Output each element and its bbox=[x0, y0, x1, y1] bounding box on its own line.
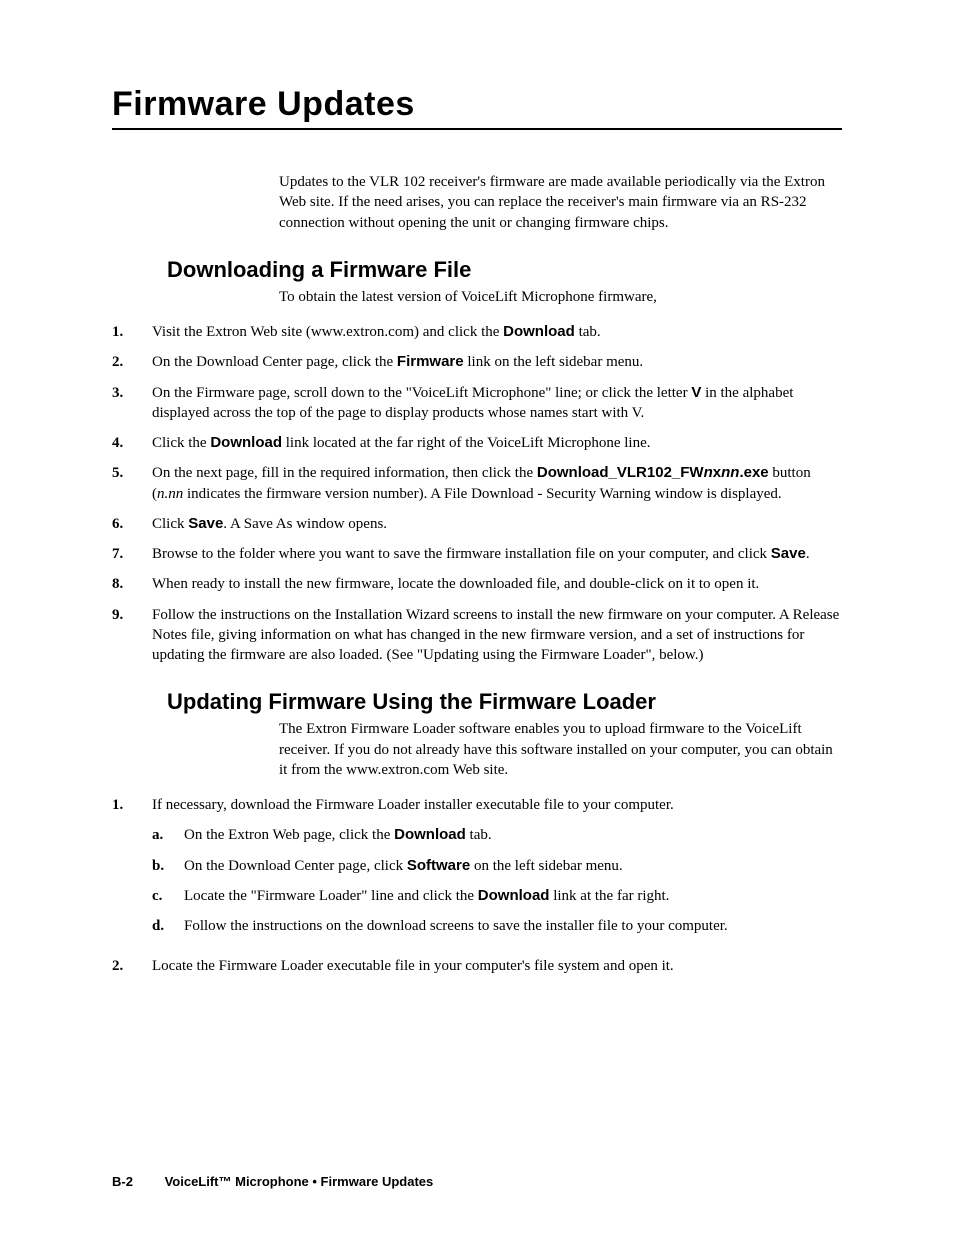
section2-lead: The Extron Firmware Loader software enab… bbox=[279, 719, 842, 780]
section1-lead: To obtain the latest version of VoiceLif… bbox=[279, 287, 842, 307]
section-heading-downloading: Downloading a Firmware File bbox=[167, 257, 842, 283]
page-footer: B-2 VoiceLift™ Microphone • Firmware Upd… bbox=[112, 1174, 433, 1189]
list-item: 4. Click the Download link located at th… bbox=[112, 433, 842, 453]
step-number: 1. bbox=[112, 795, 152, 946]
title-rule bbox=[112, 128, 842, 130]
list-item: 7. Browse to the folder where you want t… bbox=[112, 544, 842, 564]
substep-text: Follow the instructions on the download … bbox=[184, 916, 842, 936]
step-text: If necessary, download the Firmware Load… bbox=[152, 795, 842, 946]
list-item: b. On the Download Center page, click So… bbox=[152, 856, 842, 876]
list-item: 3. On the Firmware page, scroll down to … bbox=[112, 383, 842, 424]
list-item: c. Locate the "Firmware Loader" line and… bbox=[152, 886, 842, 906]
substep-letter: d. bbox=[152, 916, 184, 936]
step-number: 6. bbox=[112, 514, 152, 534]
step-text: On the next page, fill in the required i… bbox=[152, 463, 842, 504]
substep-letter: b. bbox=[152, 856, 184, 876]
step-number: 5. bbox=[112, 463, 152, 504]
page-number: B-2 bbox=[112, 1174, 133, 1189]
step-text: Click the Download link located at the f… bbox=[152, 433, 842, 453]
substep-letter: a. bbox=[152, 825, 184, 845]
section-heading-updating: Updating Firmware Using the Firmware Loa… bbox=[167, 689, 842, 715]
step-number: 8. bbox=[112, 574, 152, 594]
substep-text: On the Download Center page, click Softw… bbox=[184, 856, 842, 876]
section2-steps: 1. If necessary, download the Firmware L… bbox=[112, 795, 842, 977]
step-number: 4. bbox=[112, 433, 152, 453]
list-item: a. On the Extron Web page, click the Dow… bbox=[152, 825, 842, 845]
list-item: d. Follow the instructions on the downlo… bbox=[152, 916, 842, 936]
step-text: Follow the instructions on the Installat… bbox=[152, 605, 842, 666]
section1-steps: 1. Visit the Extron Web site (www.extron… bbox=[112, 322, 842, 665]
step-number: 7. bbox=[112, 544, 152, 564]
footer-product: VoiceLift™ Microphone • Firmware Updates bbox=[165, 1174, 434, 1189]
step-number: 2. bbox=[112, 352, 152, 372]
list-item: 1. Visit the Extron Web site (www.extron… bbox=[112, 322, 842, 342]
list-item: 2. Locate the Firmware Loader executable… bbox=[112, 956, 842, 976]
step-number: 1. bbox=[112, 322, 152, 342]
step-number: 9. bbox=[112, 605, 152, 666]
list-item: 9. Follow the instructions on the Instal… bbox=[112, 605, 842, 666]
step-text: Visit the Extron Web site (www.extron.co… bbox=[152, 322, 842, 342]
step-text: On the Download Center page, click the F… bbox=[152, 352, 842, 372]
substep-text: Locate the "Firmware Loader" line and cl… bbox=[184, 886, 842, 906]
list-item: 5. On the next page, fill in the require… bbox=[112, 463, 842, 504]
list-item: 8. When ready to install the new firmwar… bbox=[112, 574, 842, 594]
page-title: Firmware Updates bbox=[112, 85, 842, 124]
intro-paragraph: Updates to the VLR 102 receiver's firmwa… bbox=[279, 172, 842, 233]
page-content: Firmware Updates Updates to the VLR 102 … bbox=[0, 0, 954, 1047]
step-text: Browse to the folder where you want to s… bbox=[152, 544, 842, 564]
list-item: 2. On the Download Center page, click th… bbox=[112, 352, 842, 372]
substep-text: On the Extron Web page, click the Downlo… bbox=[184, 825, 842, 845]
step-text: Click Save. A Save As window opens. bbox=[152, 514, 842, 534]
section2-substeps: a. On the Extron Web page, click the Dow… bbox=[152, 825, 842, 936]
step-number: 3. bbox=[112, 383, 152, 424]
step-number: 2. bbox=[112, 956, 152, 976]
list-item: 6. Click Save. A Save As window opens. bbox=[112, 514, 842, 534]
step-text: On the Firmware page, scroll down to the… bbox=[152, 383, 842, 424]
substep-letter: c. bbox=[152, 886, 184, 906]
step-text: Locate the Firmware Loader executable fi… bbox=[152, 956, 842, 976]
step-text: When ready to install the new firmware, … bbox=[152, 574, 842, 594]
list-item: 1. If necessary, download the Firmware L… bbox=[112, 795, 842, 946]
